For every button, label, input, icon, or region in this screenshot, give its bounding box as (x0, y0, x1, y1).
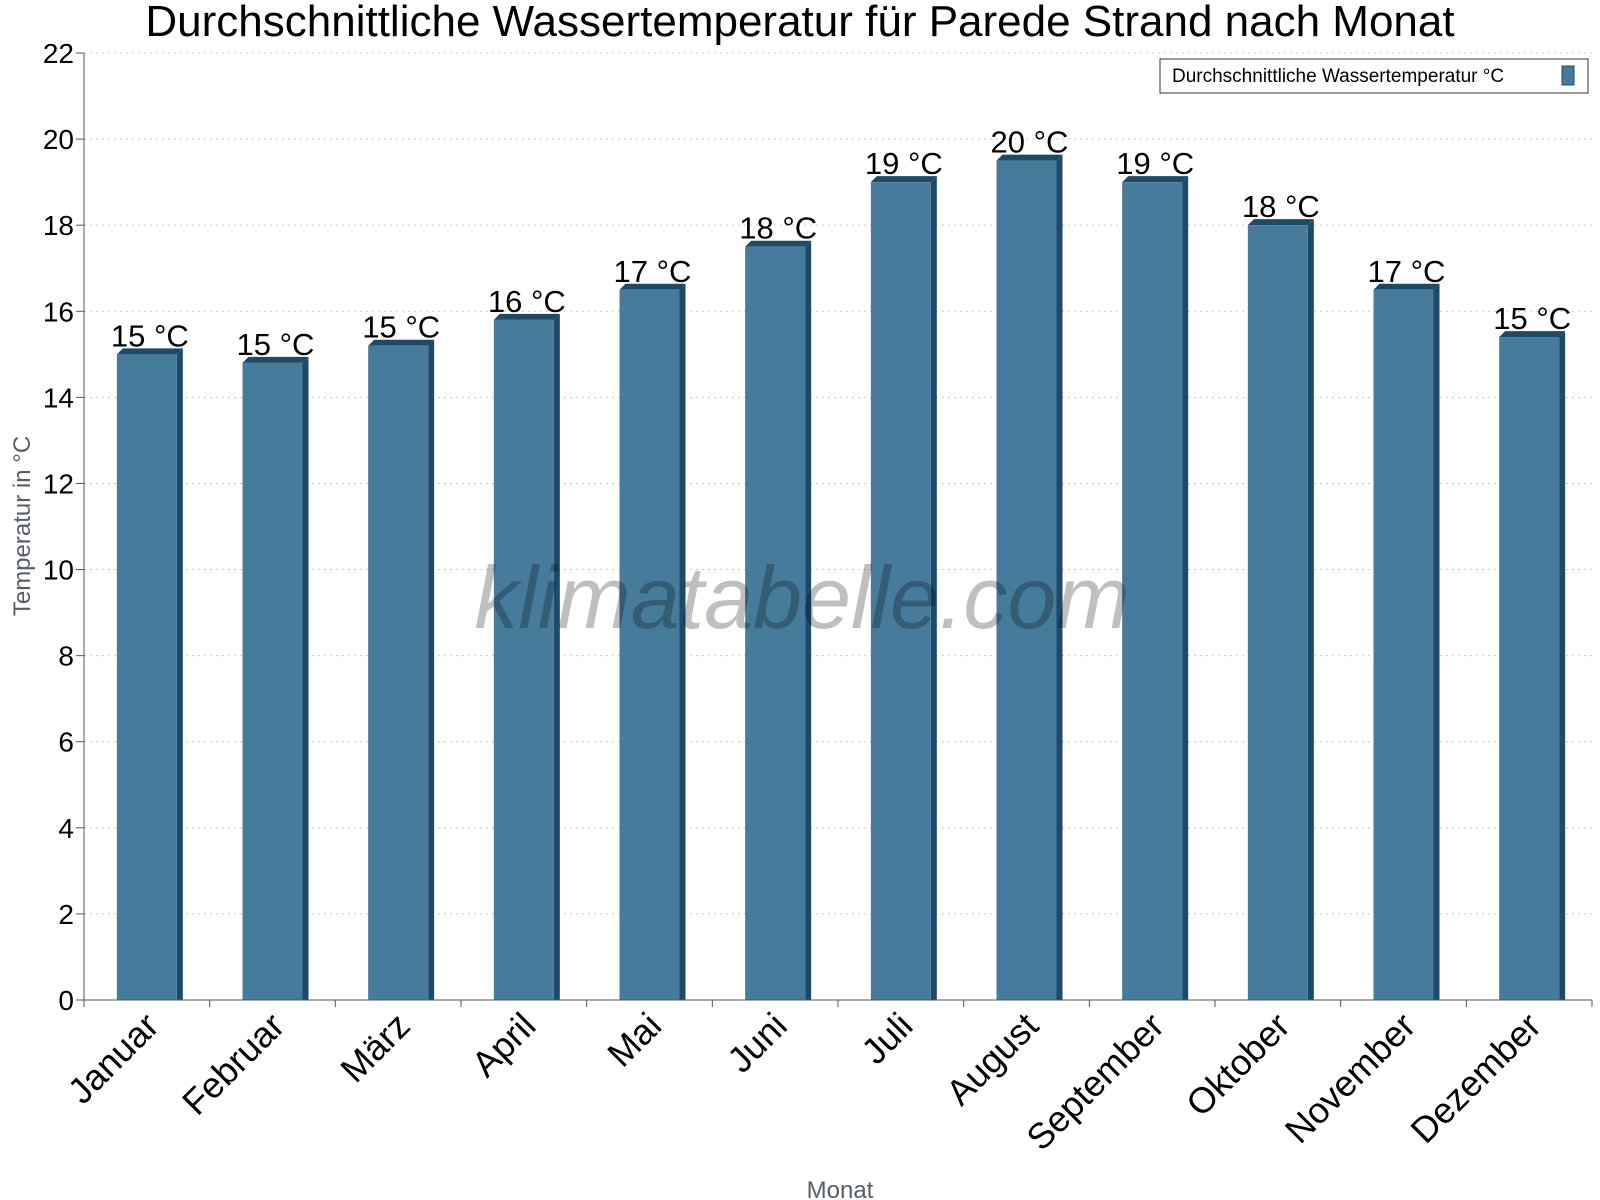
bar-side (428, 339, 435, 1000)
bar-side (1056, 154, 1063, 1000)
data-label: 15 °C (362, 310, 440, 345)
data-label: 19 °C (1116, 146, 1194, 181)
bar-side (805, 240, 812, 1001)
bar-side (679, 283, 686, 1000)
legend: Durchschnittliche Wassertemperatur °C (1159, 58, 1589, 94)
data-label: 15 °C (111, 318, 189, 353)
bar-front (116, 354, 177, 1000)
y-tick-label: 20 (43, 124, 74, 155)
bar (1373, 283, 1440, 1000)
data-label: 19 °C (865, 146, 943, 181)
x-tick-label: November (1277, 1005, 1423, 1151)
x-tick-label: Februar (174, 1005, 292, 1123)
y-tick-label: 18 (43, 210, 74, 241)
y-tick-label: 22 (43, 38, 74, 69)
bar-front (745, 246, 806, 1001)
data-label: 18 °C (739, 211, 817, 246)
data-label: 15 °C (237, 327, 315, 362)
bar-top (870, 176, 937, 183)
y-tick-label: 2 (58, 899, 74, 930)
bar-side (1559, 331, 1566, 1001)
bar-side (930, 176, 937, 1001)
y-tick-label: 14 (43, 382, 74, 413)
bar-top (368, 339, 435, 346)
bar-front (870, 182, 931, 1001)
y-tick-label: 16 (43, 296, 74, 327)
bar-side (1182, 176, 1189, 1001)
data-label: 15 °C (1493, 301, 1571, 336)
x-tick-label: Oktober (1178, 1005, 1298, 1125)
bar-top (996, 154, 1063, 161)
x-tick-label: August (938, 1005, 1046, 1113)
bar (1122, 176, 1189, 1001)
x-tick-label: April (464, 1005, 544, 1085)
bar (242, 356, 309, 1001)
bar (996, 154, 1063, 1000)
x-axis-ticks: Januar Februar März April Mai Juni Juli AugustS… (60, 1000, 1593, 1159)
data-label: 20 °C (991, 125, 1069, 160)
bar (116, 348, 183, 1000)
y-tick-label: 4 (58, 813, 74, 844)
bar (745, 240, 812, 1001)
bar-side (553, 313, 560, 1000)
bar (870, 176, 937, 1001)
bar-top (1247, 219, 1314, 226)
x-tick-label: September (1018, 1005, 1172, 1159)
bar-front (996, 160, 1057, 1000)
bar-front (1499, 337, 1560, 1001)
chart-title: Durchschnittliche Wassertemperatur für P… (145, 0, 1454, 46)
legend-box (1159, 58, 1589, 94)
bar-top (493, 313, 560, 320)
legend-swatch (1561, 65, 1575, 86)
bar (368, 339, 435, 1000)
bar-top (1499, 331, 1566, 338)
x-tick-label: Januar (60, 1005, 167, 1112)
bar-front (242, 362, 303, 1001)
y-tick-label: 8 (58, 641, 74, 672)
data-label: 17 °C (614, 254, 692, 289)
bar-front (1373, 289, 1434, 1000)
data-label: 18 °C (1242, 189, 1320, 224)
x-tick-label: Juni (719, 1005, 795, 1081)
bar-front (1247, 225, 1308, 1000)
bar-top (745, 240, 812, 247)
y-tick-label: 6 (58, 727, 74, 758)
data-label: 16 °C (488, 284, 566, 319)
x-tick-label: Juli (853, 1005, 920, 1072)
bar-top (619, 283, 686, 290)
bar-top (1122, 176, 1189, 183)
bar (619, 283, 686, 1000)
x-tick-label: März (332, 1005, 418, 1091)
watermark: klimatabelle.com (474, 548, 1129, 647)
y-axis-ticks: 0 2 4 6 8 10 12 14 16 18 20 22 (43, 38, 84, 1016)
bar (493, 313, 560, 1000)
bar-front (1122, 182, 1183, 1001)
bar-side (176, 348, 183, 1000)
bar-side (1433, 283, 1440, 1000)
bar-front (619, 289, 680, 1000)
bar-top (1373, 283, 1440, 290)
bar-side (302, 356, 309, 1001)
bar (1499, 331, 1566, 1001)
legend-label: Durchschnittliche Wassertemperatur °C (1172, 66, 1504, 87)
y-tick-label: 0 (58, 985, 74, 1016)
bar-side (1307, 219, 1314, 1000)
y-tick-label: 10 (43, 555, 74, 586)
bars (116, 154, 1566, 1001)
x-tick-label: Mai (599, 1005, 669, 1075)
data-label: 17 °C (1368, 254, 1446, 289)
y-tick-label: 12 (43, 468, 74, 499)
x-axis-title: Monat (807, 1177, 874, 1200)
bar-top (242, 356, 309, 363)
grid-lines (84, 52, 1592, 915)
x-tick-label: Dezember (1402, 1005, 1548, 1151)
y-axis-title: Temperatur in °C (9, 436, 36, 616)
bar-top (116, 348, 183, 355)
bar (1247, 219, 1314, 1000)
data-labels: 15 °C 15 °C 15 °C 16 °C 17 °C 18 °C 19 °C 20 °C… (111, 125, 1571, 362)
bar-front (368, 345, 429, 1000)
bar-front (493, 319, 554, 1000)
